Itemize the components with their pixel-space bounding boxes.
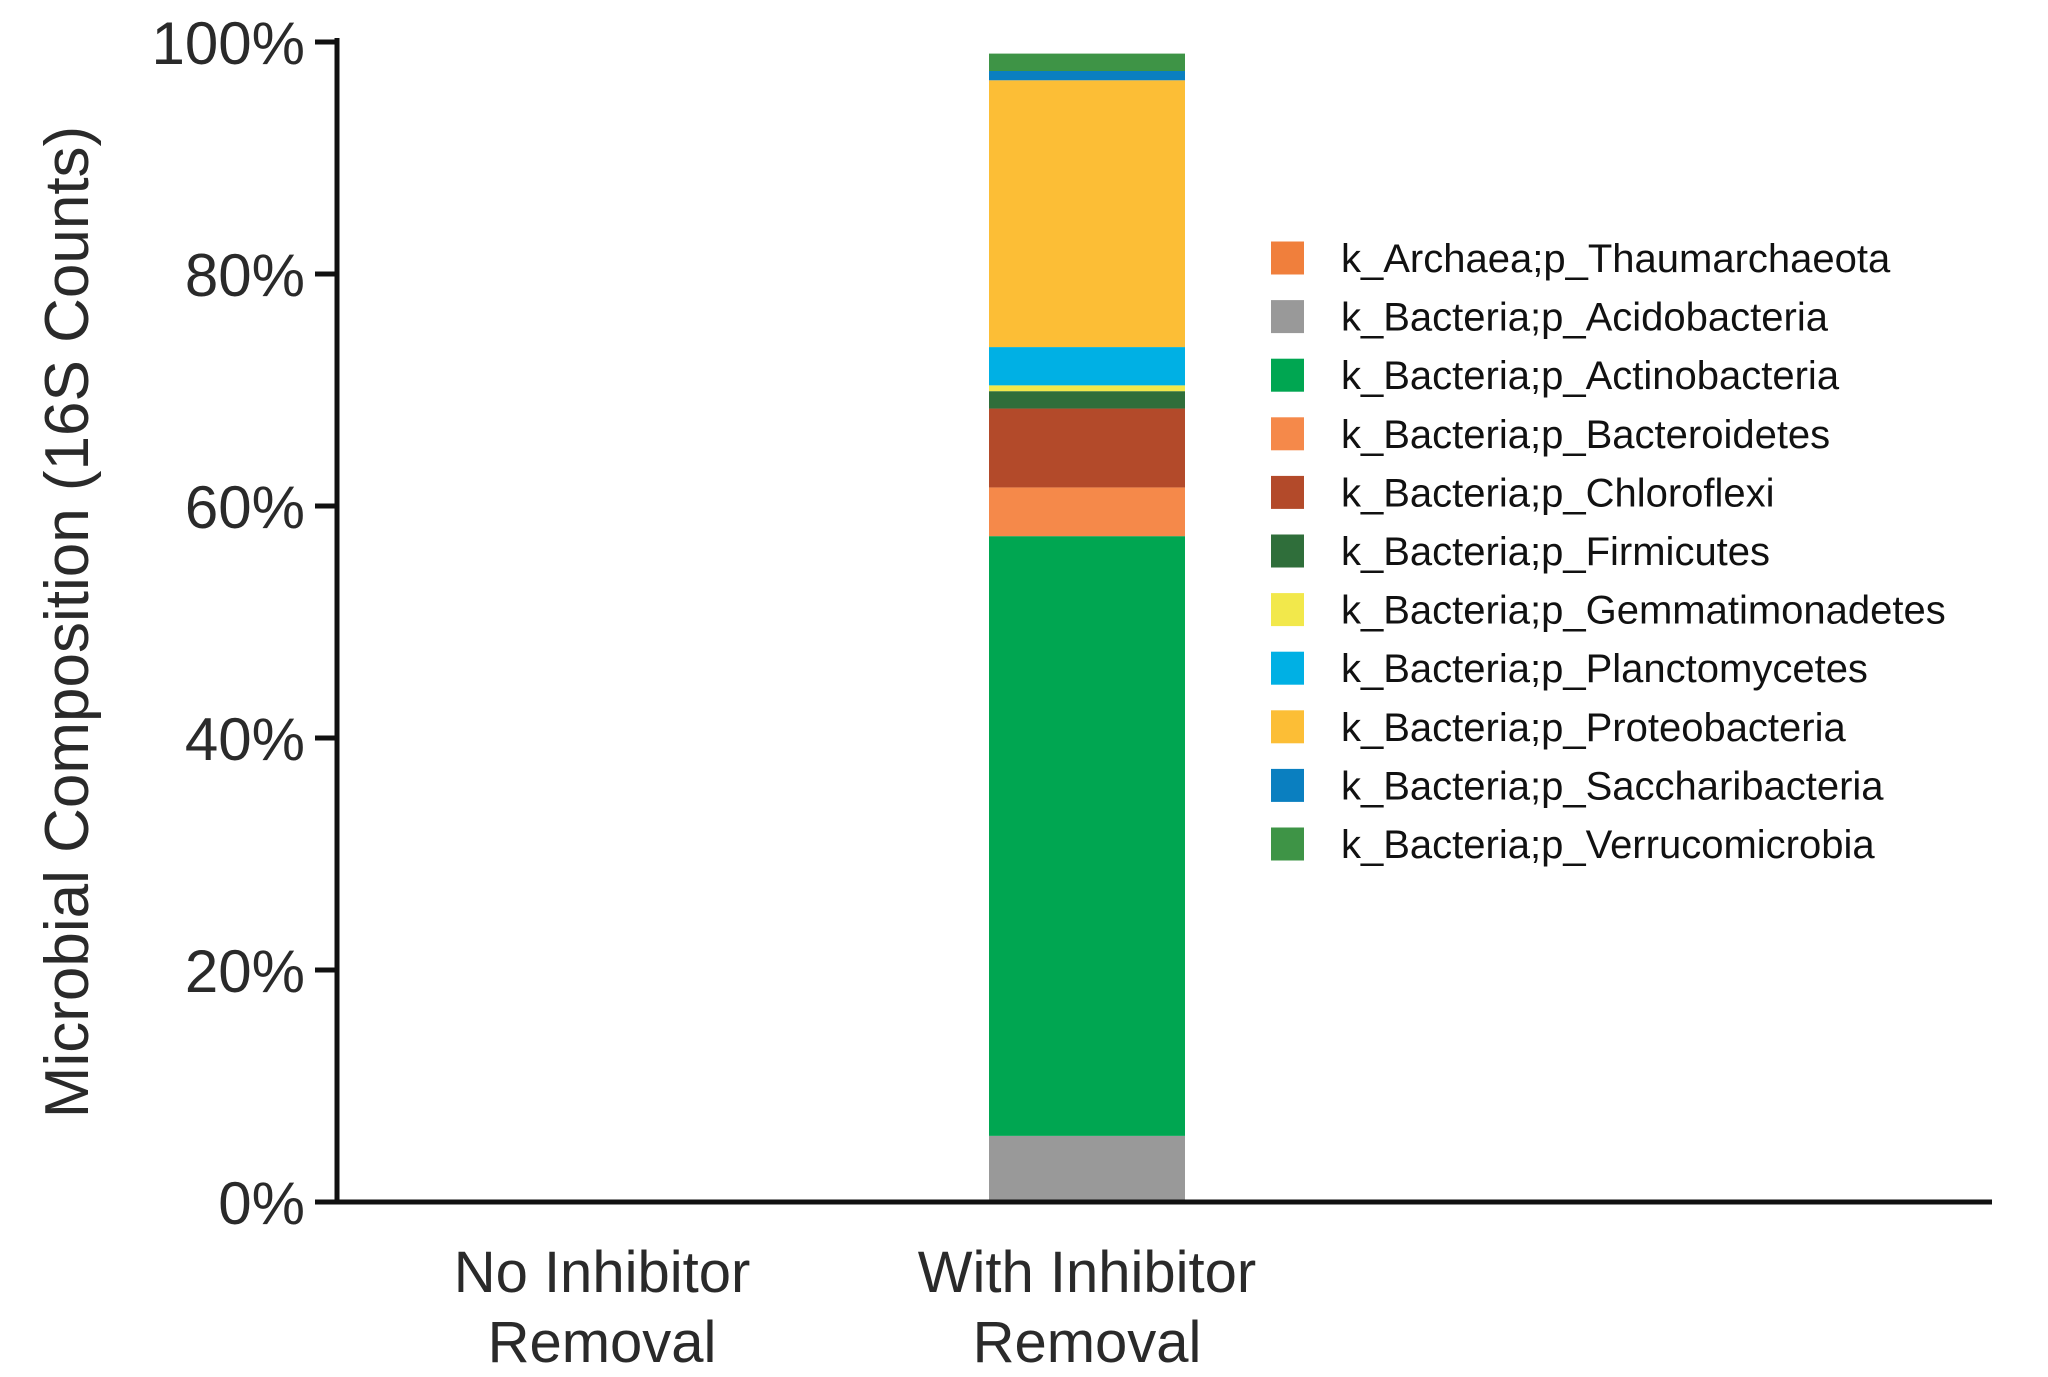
y-axis-label: Microbial Composition (16S Counts) (33, 126, 102, 1118)
legend: k_Archaea;p_Thaumarchaeota k_Bacteria;p_A… (1271, 237, 1946, 867)
x-tick-label: Removal (488, 1310, 717, 1375)
legend-entry: k_Bacteria;p_Gemmatimonadetes (1341, 589, 1946, 633)
bar-segment (989, 385, 1185, 392)
y-tick-label: 100% (152, 10, 305, 77)
y-tick-label: 20% (185, 938, 305, 1005)
bar-segment (989, 80, 1185, 348)
legend-entry: k_Archaea;p_Thaumarchaeota (1341, 237, 1891, 281)
legend-swatch (1271, 417, 1304, 451)
bar-segment (989, 71, 1185, 81)
legend-entry: k_Bacteria;p_Proteobacteria (1341, 706, 1847, 750)
legend-entry: k_Bacteria;p_Actinobacteria (1341, 354, 1840, 398)
bar-segment (989, 1135, 1185, 1202)
legend-swatch (1271, 827, 1304, 861)
legend-entry: k_Bacteria;p_Planctomycetes (1341, 647, 1868, 691)
legend-swatch (1271, 241, 1304, 275)
legend-swatch (1271, 475, 1304, 509)
x-tick-label: Removal (973, 1310, 1202, 1375)
bar-segment (989, 487, 1185, 537)
legend-entry: k_Bacteria;p_Acidobacteria (1341, 296, 1829, 340)
legend-entry: k_Bacteria;p_Bacteroidetes (1341, 413, 1830, 457)
bar-segment (989, 408, 1185, 488)
legend-entry: k_Bacteria;p_Firmicutes (1341, 530, 1770, 574)
legend-swatch (1271, 358, 1304, 392)
legend-swatch (1271, 300, 1304, 334)
bar-segment (989, 391, 1185, 409)
x-tick-label: No Inhibitor (454, 1240, 751, 1305)
y-tick-label: 0% (218, 1170, 305, 1237)
legend-entry: k_Bacteria;p_Chloroflexi (1341, 471, 1775, 515)
legend-swatch (1271, 651, 1304, 685)
bar-segment (989, 53, 1185, 71)
legend-swatch (1271, 768, 1304, 802)
y-tick-label: 80% (185, 242, 305, 309)
axes: 0% 20% 40% 60% 80% 100% Microbial Composition … (33, 10, 1992, 1375)
legend-entry: k_Bacteria;p_Verrucomicrobia (1341, 823, 1875, 867)
bar-segments (989, 53, 1185, 1202)
legend-entry: k_Bacteria;p_Saccharibacteria (1341, 764, 1884, 808)
legend-swatch (1271, 710, 1304, 744)
legend-swatch (1271, 593, 1304, 627)
y-tick-label: 40% (185, 706, 305, 773)
bar-segment (989, 536, 1185, 1136)
bar-segment (989, 347, 1185, 386)
y-tick-label: 60% (185, 474, 305, 541)
x-tick-label: With Inhibitor (918, 1240, 1256, 1305)
legend-swatch (1271, 534, 1304, 568)
